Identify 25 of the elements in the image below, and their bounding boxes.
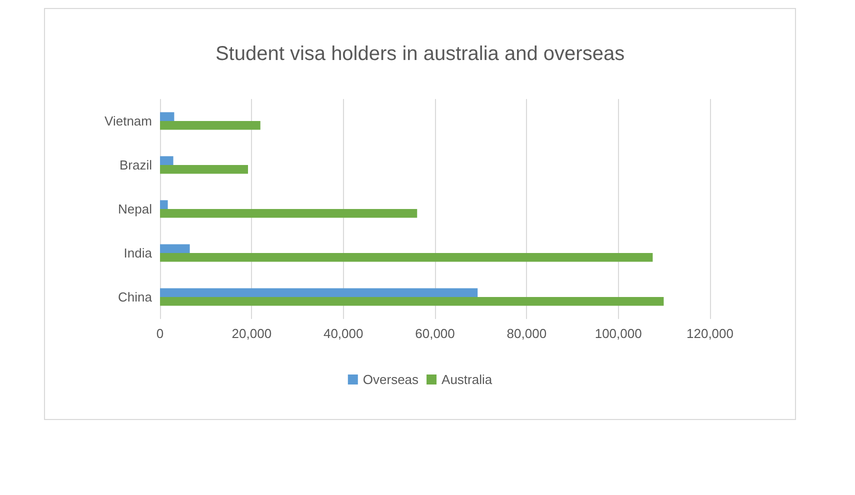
x-tick-label: 120,000 <box>686 326 734 341</box>
bar <box>160 121 260 130</box>
x-tick-label: 0 <box>156 326 164 341</box>
bar <box>160 253 653 262</box>
bar <box>160 288 478 297</box>
x-tick-label: 20,000 <box>232 326 272 341</box>
y-tick-label: India <box>124 246 153 260</box>
chart-title: Student visa holders in australia and overseas <box>215 43 625 65</box>
bar <box>160 156 174 165</box>
x-tick-label: 60,000 <box>415 326 455 341</box>
bar <box>160 200 168 209</box>
y-tick-label: Nepal <box>118 202 152 216</box>
y-tick-label: Brazil <box>119 158 152 172</box>
y-tick-label: Vietnam <box>104 114 152 128</box>
bar <box>160 112 174 121</box>
legend-label: Overseas <box>362 372 420 387</box>
x-tick-label: 80,000 <box>506 326 547 341</box>
x-tick-label: 100,000 <box>594 326 642 341</box>
bar <box>160 297 664 306</box>
y-tick-label: China <box>118 290 153 304</box>
bar <box>160 209 418 218</box>
bar <box>160 244 190 253</box>
x-tick-label: 40,000 <box>323 326 364 341</box>
bar <box>160 165 248 174</box>
legend-label: Australia <box>442 372 493 387</box>
